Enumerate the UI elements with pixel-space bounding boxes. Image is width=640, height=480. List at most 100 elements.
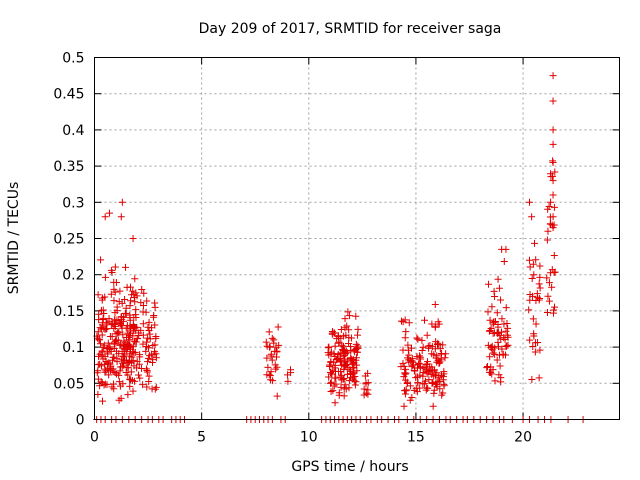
data-point <box>497 296 505 304</box>
data-point <box>126 302 134 310</box>
data-point <box>270 336 278 344</box>
data-point <box>148 359 156 367</box>
data-point <box>131 337 138 345</box>
data-point <box>284 377 292 385</box>
data-point <box>273 392 281 400</box>
data-point <box>94 291 102 299</box>
data-point <box>129 321 137 329</box>
grid <box>94 57 620 420</box>
data-point <box>549 97 557 105</box>
data-point <box>364 386 372 394</box>
data-point <box>96 382 104 390</box>
data-point <box>340 362 348 370</box>
data-point <box>494 329 502 337</box>
data-point <box>494 330 502 338</box>
data-point <box>536 346 544 354</box>
data-point <box>151 321 159 329</box>
data-point <box>133 364 141 372</box>
data-point <box>129 332 137 340</box>
y-tick-label: 0.15 <box>53 304 84 320</box>
data-point <box>116 287 124 295</box>
data-point <box>529 292 537 300</box>
data-point <box>526 263 534 271</box>
data-point <box>120 344 128 352</box>
data-point <box>531 348 539 356</box>
data-point <box>532 256 540 264</box>
data-point <box>433 352 441 360</box>
data-point <box>543 236 551 244</box>
data-point <box>488 344 496 352</box>
data-point <box>107 290 115 298</box>
data-point <box>101 273 109 281</box>
data-point <box>352 340 360 348</box>
data-point <box>414 335 422 343</box>
data-point <box>423 370 431 378</box>
data-point <box>495 351 503 359</box>
data-point <box>498 245 506 253</box>
data-point <box>117 394 125 402</box>
data-point <box>532 320 540 328</box>
data-point <box>132 338 140 346</box>
data-point <box>340 392 348 400</box>
data-point <box>118 299 126 307</box>
data-point <box>430 366 438 374</box>
data-point <box>131 348 139 356</box>
data-point <box>113 303 121 311</box>
data-point <box>346 343 354 351</box>
data-point <box>347 334 355 342</box>
data-point <box>406 382 414 390</box>
data-point <box>142 347 150 355</box>
data-point <box>129 387 137 395</box>
data-point <box>493 309 501 317</box>
data-point <box>401 390 409 398</box>
data-point <box>354 331 362 339</box>
data-point <box>96 324 104 332</box>
data-point <box>529 315 537 323</box>
data-point <box>431 301 439 309</box>
data-point <box>428 380 436 388</box>
data-point <box>135 360 143 368</box>
data-point <box>329 387 337 395</box>
data-point <box>531 239 539 247</box>
data-point <box>334 333 342 341</box>
data-point <box>101 325 109 333</box>
data-point <box>544 227 552 235</box>
data-point <box>410 367 418 375</box>
data-point <box>551 303 559 311</box>
data-point <box>398 317 406 325</box>
data-point <box>139 331 147 339</box>
data-point <box>267 352 275 360</box>
data-point <box>430 386 438 394</box>
data-point <box>344 308 352 316</box>
data-point <box>431 323 439 331</box>
data-point <box>139 308 147 316</box>
data-point <box>132 289 140 297</box>
data-point <box>326 369 334 377</box>
data-point <box>420 380 428 388</box>
data-point <box>343 322 351 330</box>
data-point <box>418 336 426 344</box>
data-point <box>536 262 544 270</box>
data-point <box>126 336 134 344</box>
data-point <box>528 213 536 221</box>
data-point <box>131 298 139 306</box>
data-point <box>340 385 348 393</box>
x-tick-label: 10 <box>300 430 318 446</box>
data-point <box>526 336 534 344</box>
data-point <box>111 337 119 345</box>
data-point <box>551 168 559 176</box>
data-point <box>534 338 542 346</box>
data-point <box>535 374 543 382</box>
data-point <box>127 368 135 376</box>
data-point <box>407 344 415 352</box>
data-point <box>549 140 557 148</box>
data-point <box>327 378 335 386</box>
data-point <box>491 377 499 385</box>
data-point <box>100 310 108 318</box>
data-point <box>272 343 280 351</box>
data-point <box>402 386 410 394</box>
data-point <box>549 126 557 134</box>
data-point <box>412 374 420 382</box>
data-point <box>547 198 555 206</box>
data-point <box>423 331 431 339</box>
